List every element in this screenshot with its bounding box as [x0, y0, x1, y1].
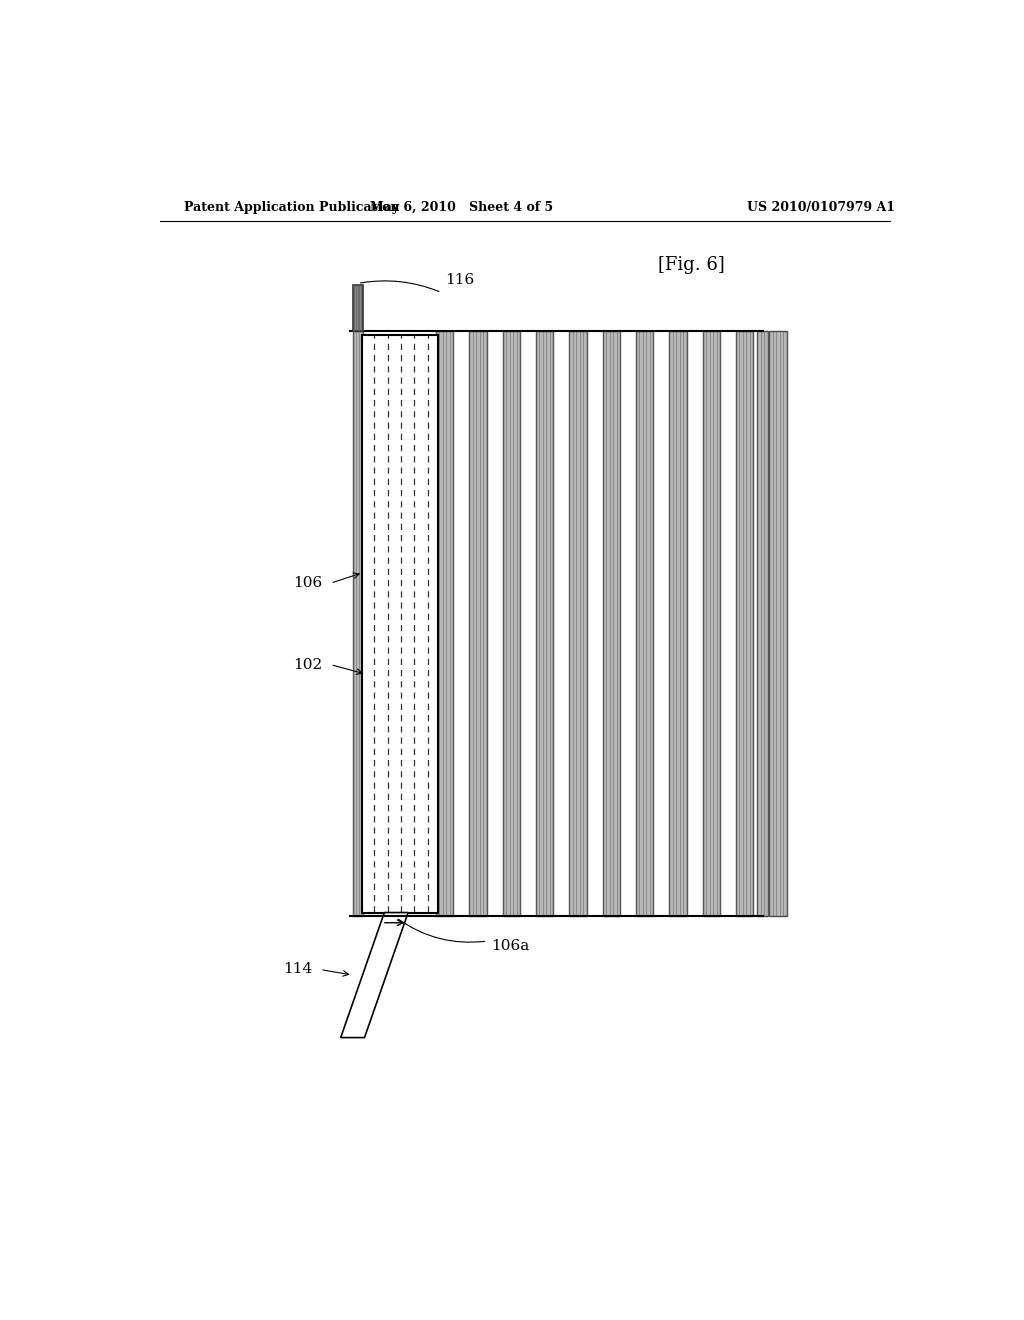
Bar [350, 331, 763, 916]
Bar [352, 285, 362, 331]
Text: 106a: 106a [492, 939, 529, 953]
Bar [769, 331, 786, 916]
Bar [469, 331, 486, 916]
Bar [536, 331, 553, 916]
Text: US 2010/0107979 A1: US 2010/0107979 A1 [748, 201, 895, 214]
Polygon shape [341, 912, 409, 1038]
Bar [702, 331, 720, 916]
Bar [503, 331, 520, 916]
Bar [436, 331, 454, 916]
Text: 102: 102 [293, 657, 323, 672]
Bar [602, 331, 621, 916]
Bar [670, 331, 687, 916]
Bar [736, 331, 754, 916]
Text: [Fig. 6]: [Fig. 6] [658, 256, 725, 275]
Text: 114: 114 [283, 962, 312, 977]
Bar [352, 331, 362, 916]
Text: Patent Application Publication: Patent Application Publication [183, 201, 399, 214]
Bar [636, 331, 653, 916]
Text: May 6, 2010   Sheet 4 of 5: May 6, 2010 Sheet 4 of 5 [370, 201, 553, 214]
Text: 106: 106 [293, 577, 323, 590]
Text: 116: 116 [445, 273, 475, 288]
Bar [758, 331, 768, 916]
Bar [569, 331, 587, 916]
Bar [362, 335, 437, 912]
